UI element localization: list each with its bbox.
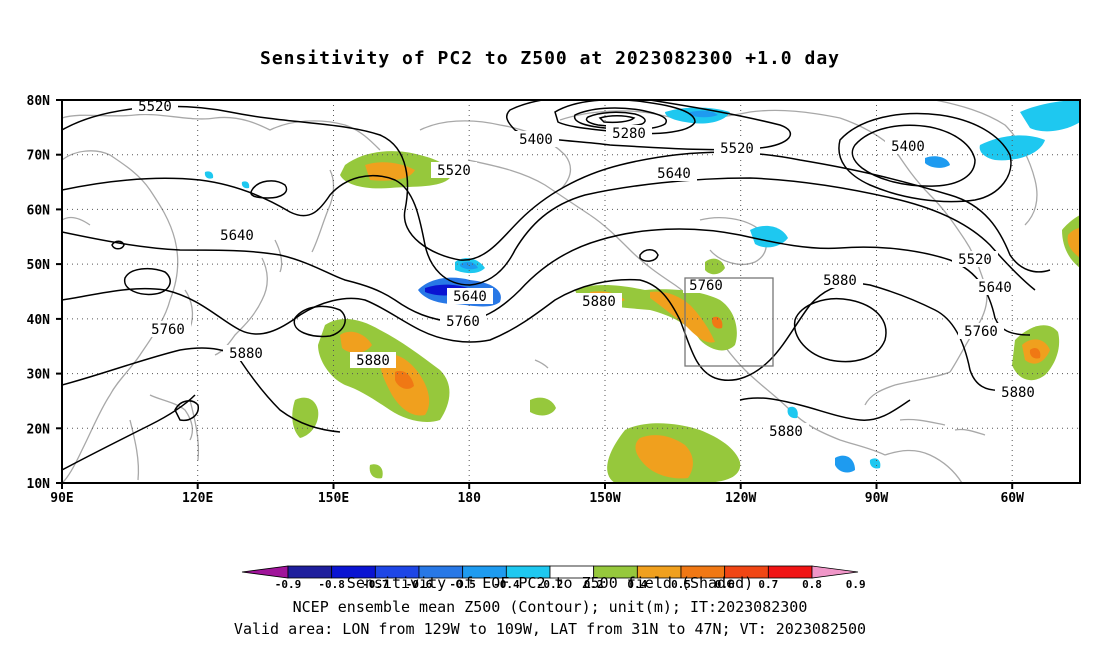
svg-text:5880: 5880 bbox=[769, 424, 803, 440]
lon-label: 90W bbox=[865, 491, 889, 506]
contour-label: 5400 bbox=[885, 138, 931, 155]
colorbar-level-label: 0.9 bbox=[846, 578, 866, 591]
svg-text:5640: 5640 bbox=[453, 289, 487, 305]
lat-label: 60N bbox=[27, 203, 51, 218]
footer-line-2: Valid area: LON from 129W to 109W, LAT f… bbox=[233, 620, 867, 638]
map-title: Sensitivity of PC2 to Z500 at 2023082300… bbox=[259, 48, 840, 69]
svg-text:5520: 5520 bbox=[958, 252, 992, 268]
lat-label: 70N bbox=[27, 149, 51, 164]
colorbar: -0.9 -0.8 -0.7 -0.6 -0.5 -0.4 -0.2 0.2 0.4 0.5 0.6… bbox=[241, 565, 866, 592]
contour-label: 5760 bbox=[958, 323, 1004, 340]
contour-label: 5400 bbox=[513, 131, 559, 148]
lon-label: 60W bbox=[1000, 491, 1024, 506]
contour-label: 5520 bbox=[714, 140, 760, 157]
colorbar-level-label: -0.4 bbox=[493, 578, 520, 591]
lon-label: 120W bbox=[725, 491, 756, 506]
colorbar-level-label: 0.7 bbox=[758, 578, 778, 591]
svg-text:5880: 5880 bbox=[582, 294, 616, 310]
contour-label: 5880 bbox=[995, 384, 1041, 401]
footer-line-1: NCEP ensemble mean Z500 (Contour); unit(… bbox=[292, 598, 808, 616]
latitude-labels: 80N 70N 60N 50N 40N 30N 20N 10N bbox=[27, 94, 51, 492]
lon-label: 150E bbox=[318, 491, 349, 506]
colorbar-level-label: 0.8 bbox=[802, 578, 822, 591]
colorbar-swatch bbox=[241, 565, 289, 579]
contour-label: 5640 bbox=[447, 288, 493, 305]
longitude-labels: 90E 120E 150E 180 150W 120W 90W 60W bbox=[50, 491, 1024, 506]
svg-text:5520: 5520 bbox=[437, 163, 471, 179]
svg-text:5640: 5640 bbox=[978, 280, 1012, 296]
svg-text:5760: 5760 bbox=[446, 314, 480, 330]
colorbar-level-label: -0.6 bbox=[406, 578, 433, 591]
contour-label: 5760 bbox=[145, 321, 191, 338]
contour-label: 5760 bbox=[440, 313, 486, 330]
contour-label: 5520 bbox=[952, 251, 998, 268]
svg-text:5640: 5640 bbox=[220, 228, 254, 244]
svg-text:5880: 5880 bbox=[356, 353, 390, 369]
contour-label: 5880 bbox=[350, 352, 396, 369]
contour-label: 5640 bbox=[651, 165, 697, 182]
footer: NCEP ensemble mean Z500 (Contour); unit(… bbox=[0, 596, 1100, 640]
svg-text:5760: 5760 bbox=[151, 322, 185, 338]
colorbar-swatch bbox=[811, 565, 859, 579]
contour-label: 5880 bbox=[223, 345, 269, 362]
colorbar-level-label: -0.2 bbox=[537, 578, 564, 591]
colorbar-level-label: -0.7 bbox=[362, 578, 389, 591]
lat-label: 50N bbox=[27, 258, 51, 273]
svg-text:5880: 5880 bbox=[229, 346, 263, 362]
contour-label: 5880 bbox=[576, 293, 622, 310]
colorbar-title: Sensitivity of EOF PC2 to Z500 field (Sh… bbox=[347, 574, 753, 592]
colorbar-level-label: -0.5 bbox=[449, 578, 476, 591]
colorbar-level-label: -0.8 bbox=[318, 578, 345, 591]
svg-text:5640: 5640 bbox=[657, 166, 691, 182]
svg-text:5280: 5280 bbox=[612, 126, 646, 142]
lon-label: 90E bbox=[50, 491, 73, 506]
contour-label: 5880 bbox=[763, 423, 809, 440]
svg-text:5400: 5400 bbox=[519, 132, 553, 148]
contour-label: 5880 bbox=[817, 272, 863, 289]
colorbar-level-label: 0.2 bbox=[584, 578, 604, 591]
colorbar-swatch bbox=[287, 565, 333, 579]
plot-frame bbox=[61, 99, 1081, 484]
svg-text:5880: 5880 bbox=[823, 273, 857, 289]
contour-label: 5640 bbox=[214, 227, 260, 244]
contour-label: 5640 bbox=[972, 279, 1018, 296]
contour-label: 5520 bbox=[431, 162, 477, 179]
lat-label: 30N bbox=[27, 368, 51, 383]
contour-label: 5520 bbox=[132, 99, 178, 115]
colorbar-swatch bbox=[767, 565, 813, 579]
colorbar-level-label: 0.6 bbox=[715, 578, 735, 591]
contour-label: 5760 bbox=[683, 277, 729, 294]
svg-text:5880: 5880 bbox=[1001, 385, 1035, 401]
tick-marks bbox=[56, 99, 1014, 489]
svg-text:5400: 5400 bbox=[891, 139, 925, 155]
valid-area-box bbox=[684, 277, 774, 367]
svg-text:5760: 5760 bbox=[964, 324, 998, 340]
svg-text:5520: 5520 bbox=[720, 141, 754, 157]
colorbar-level-label: 0.4 bbox=[627, 578, 647, 591]
colorbar-level-label: -0.9 bbox=[275, 578, 302, 591]
colorbar-level-label: 0.5 bbox=[671, 578, 691, 591]
svg-text:5760: 5760 bbox=[689, 278, 723, 294]
svg-text:5520: 5520 bbox=[138, 99, 172, 115]
lat-label: 40N bbox=[27, 313, 51, 328]
contour-label: 5280 bbox=[606, 125, 652, 142]
lat-label: 20N bbox=[27, 422, 51, 437]
lat-label: 10N bbox=[27, 477, 51, 492]
lon-label: 120E bbox=[182, 491, 213, 506]
contour-labels: 5520 5280 5400 5520 5400 5520 5640 5640 … bbox=[132, 99, 1041, 440]
lat-label: 80N bbox=[27, 94, 51, 109]
lon-label: 150W bbox=[589, 491, 620, 506]
lon-label: 180 bbox=[457, 491, 481, 506]
z500-contours bbox=[62, 100, 1051, 471]
